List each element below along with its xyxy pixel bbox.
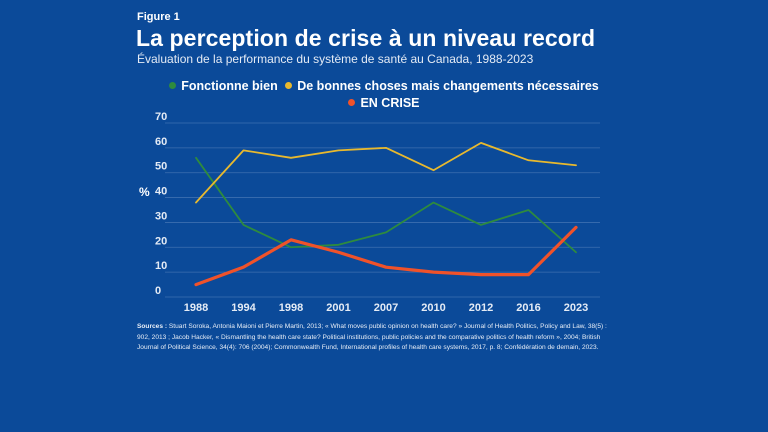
x-tick-label: 1998 bbox=[279, 302, 303, 314]
sources-note: Sources : Stuart Soroka, Antonia Maioni … bbox=[137, 322, 617, 354]
gridlines bbox=[165, 122, 600, 298]
legend-dot-icon bbox=[169, 82, 177, 89]
series-lines bbox=[194, 141, 578, 287]
x-tick-label: 2016 bbox=[516, 302, 540, 314]
y-axis-ticks: 0 10 20 30 40 50 60 70 bbox=[155, 111, 167, 297]
y-axis-label: % bbox=[139, 185, 150, 199]
sources-text: Stuart Soroka, Antonia Maioni et Pierre … bbox=[137, 323, 607, 351]
figure-label: Figure 1 bbox=[137, 11, 180, 23]
x-tick-label: 1994 bbox=[231, 302, 256, 314]
y-tick-label: 40 bbox=[155, 186, 167, 198]
y-tick-label: 0 bbox=[155, 285, 161, 297]
x-tick-label: 2001 bbox=[326, 302, 350, 314]
x-tick-label: 1988 bbox=[184, 302, 208, 314]
legend: Fonctionne bien De bonnes choses mais ch… bbox=[0, 78, 768, 112]
x-tick-label: 2010 bbox=[421, 302, 445, 314]
legend-label: Fonctionne bien bbox=[181, 79, 278, 93]
legend-label: De bonnes choses mais changements nécess… bbox=[297, 79, 599, 93]
chart-title: La perception de crise à un niveau recor… bbox=[136, 25, 596, 51]
x-tick-label: 2012 bbox=[469, 302, 493, 314]
legend-dot-icon bbox=[348, 99, 356, 106]
y-tick-label: 70 bbox=[155, 111, 167, 123]
y-tick-label: 50 bbox=[155, 161, 167, 173]
y-tick-label: 30 bbox=[155, 210, 167, 222]
legend-item-fonctionne: Fonctionne bien bbox=[169, 78, 278, 95]
legend-item-bonnes-choses: De bonnes choses mais changements nécess… bbox=[285, 78, 599, 95]
legend-dot-icon bbox=[285, 82, 293, 89]
y-tick-label: 10 bbox=[155, 260, 167, 272]
series-line-fonctionne-bien bbox=[195, 156, 577, 254]
legend-label: EN CRISE bbox=[360, 96, 420, 110]
x-tick-label: 2023 bbox=[564, 302, 588, 314]
legend-item-en-crise: EN CRISE bbox=[348, 95, 420, 112]
x-axis-ticks: 1988 1994 1998 2001 2007 2010 2012 2016 2023 bbox=[184, 302, 588, 314]
series-line-en-crise bbox=[194, 225, 578, 287]
chart-subtitle: Évaluation de la performance du système … bbox=[137, 52, 534, 66]
x-tick-label: 2007 bbox=[374, 302, 398, 314]
y-tick-label: 60 bbox=[155, 136, 167, 148]
sources-label: Sources : bbox=[137, 323, 168, 330]
y-tick-label: 20 bbox=[155, 235, 167, 247]
